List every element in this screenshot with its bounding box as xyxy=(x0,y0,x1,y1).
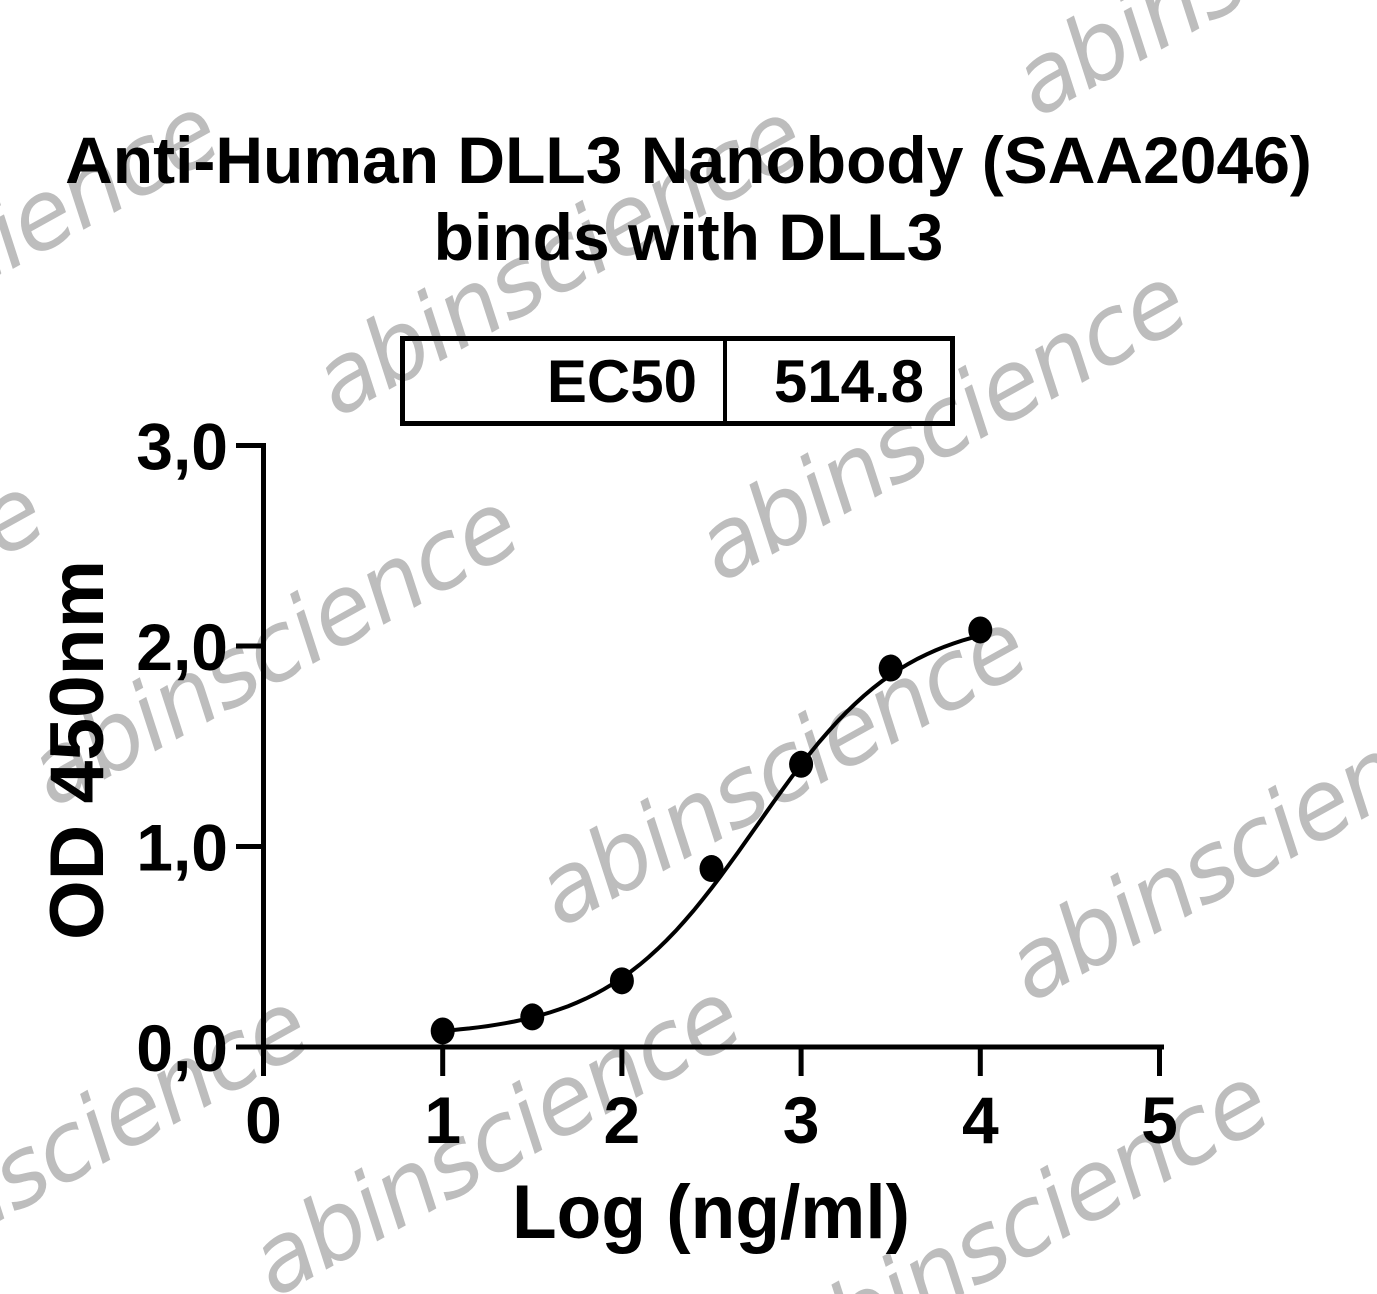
data-points-group xyxy=(430,616,993,1045)
x-tick-label: 3 xyxy=(783,1083,820,1157)
data-point xyxy=(699,855,724,883)
data-point xyxy=(430,1017,455,1045)
data-point xyxy=(878,654,903,682)
ec50-value-cell: 514.8 xyxy=(773,347,924,415)
chart-title-line2: binds with DLL3 xyxy=(433,200,944,274)
x-tick-label: 1 xyxy=(424,1083,461,1157)
ec50-table: EC50 514.8 xyxy=(400,336,955,426)
ec50-label-cell: EC50 xyxy=(405,341,727,421)
chart-title-line1: Anti-Human DLL3 Nanobody (SAA2046) xyxy=(65,123,1312,197)
x-axis-title: Log (ng/ml) xyxy=(512,1170,910,1255)
data-point xyxy=(968,616,993,644)
data-point xyxy=(789,750,814,778)
y-tick-label: 2,0 xyxy=(136,610,228,684)
fit-curve xyxy=(440,633,983,1033)
x-tick-label: 4 xyxy=(962,1083,999,1157)
data-point xyxy=(520,1003,545,1031)
fit-curve-group xyxy=(440,633,983,1033)
axes xyxy=(258,443,1164,1050)
y-axis-ticks: 0,0 1,0 2,0 3,0 xyxy=(136,410,261,1085)
data-point xyxy=(609,967,634,995)
x-axis-ticks: 0 1 2 3 4 5 xyxy=(245,1047,1178,1157)
x-tick-label: 5 xyxy=(1141,1083,1178,1157)
y-tick-label: 1,0 xyxy=(136,811,228,885)
y-tick-label: 0,0 xyxy=(136,1011,228,1085)
chart-title: Anti-Human DLL3 Nanobody (SAA2046) binds… xyxy=(0,122,1377,276)
y-axis-title: OD 450nm xyxy=(35,560,120,940)
y-tick-label: 3,0 xyxy=(136,410,228,484)
x-tick-label: 2 xyxy=(604,1083,641,1157)
x-tick-label: 0 xyxy=(245,1083,282,1157)
